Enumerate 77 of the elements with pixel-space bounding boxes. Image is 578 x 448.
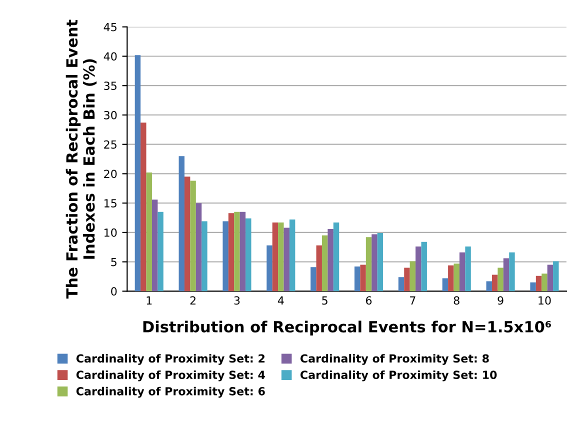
bar <box>542 274 548 292</box>
bar <box>178 156 184 292</box>
bar <box>222 221 228 292</box>
bar <box>328 228 334 292</box>
bar <box>289 220 296 292</box>
bar <box>486 281 492 292</box>
y-axis-title: The Fraction of Reciprocal Event Indexes in Each Bin (%) <box>66 20 97 299</box>
y-tick-label: 5 <box>111 258 116 266</box>
legend-label: Cardinality of Proximity Set: 10 <box>300 370 497 382</box>
y-tick-label: 10 <box>104 228 117 237</box>
bar <box>536 276 542 292</box>
bar <box>459 252 466 292</box>
x-tick-label: 10 <box>538 296 551 305</box>
bar <box>184 176 190 292</box>
y-tick-label: 15 <box>104 199 116 208</box>
bar <box>377 233 384 292</box>
bar <box>316 245 322 292</box>
bar <box>503 258 510 292</box>
bar <box>278 222 284 292</box>
x-tick-label: 4 <box>278 296 284 305</box>
bar <box>454 264 460 292</box>
bar <box>366 237 372 292</box>
y-tick-label: 20 <box>104 170 117 178</box>
bar <box>322 235 328 292</box>
bar <box>398 277 404 292</box>
bar <box>448 265 454 292</box>
bar <box>465 246 471 292</box>
bar <box>284 228 290 292</box>
x-tick-label: 7 <box>410 296 416 305</box>
y-tick-label: 40 <box>104 52 117 61</box>
y-tick-label: 45 <box>104 23 116 32</box>
legend-label: Cardinality of Proximity Set: 2 <box>76 354 265 365</box>
bar <box>354 266 360 292</box>
bar <box>492 274 498 292</box>
bar <box>333 222 340 292</box>
x-tick-label: 2 <box>190 296 196 305</box>
y-tick-label: 30 <box>104 110 117 120</box>
x-tick-label: 3 <box>234 296 240 305</box>
legend-label: Cardinality of Proximity Set: 4 <box>76 370 265 382</box>
bar <box>196 203 202 292</box>
bar <box>421 242 427 292</box>
bar <box>152 200 158 292</box>
bar <box>146 172 152 292</box>
bar <box>158 212 164 292</box>
bar <box>416 246 422 292</box>
bar <box>234 212 240 292</box>
bar <box>410 261 416 292</box>
bar <box>547 264 554 292</box>
bar <box>272 222 278 292</box>
bar <box>134 55 141 292</box>
bar <box>246 218 252 292</box>
y-tick-label: 0 <box>111 287 117 296</box>
bar <box>310 267 316 292</box>
legend-label: Cardinality of Proximity Set: 8 <box>300 354 489 365</box>
bar <box>498 268 504 292</box>
bar <box>240 212 246 292</box>
x-tick-label: 9 <box>498 296 504 305</box>
y-tick-label: 35 <box>104 82 116 90</box>
bar <box>372 234 378 292</box>
bar <box>228 213 234 292</box>
bar <box>190 180 196 292</box>
y-tick-label: 25 <box>104 140 116 149</box>
x-tick-label: 6 <box>366 296 372 305</box>
x-tick-label: 5 <box>322 296 328 305</box>
bar <box>553 261 559 292</box>
bar <box>509 252 515 292</box>
bar <box>140 122 146 292</box>
bar <box>266 245 272 292</box>
x-tick-label: 1 <box>146 296 152 305</box>
bar <box>442 278 448 292</box>
x-tick-label: 8 <box>454 296 460 305</box>
x-axis-title: Distribution of Reciprocal Events for N=1.5x10⁶ <box>143 320 551 336</box>
legend-label: Cardinality of Proximity Set: 6 <box>76 386 265 398</box>
bar <box>404 268 410 292</box>
bar <box>202 221 208 292</box>
bar <box>360 264 366 292</box>
bar <box>530 282 536 292</box>
